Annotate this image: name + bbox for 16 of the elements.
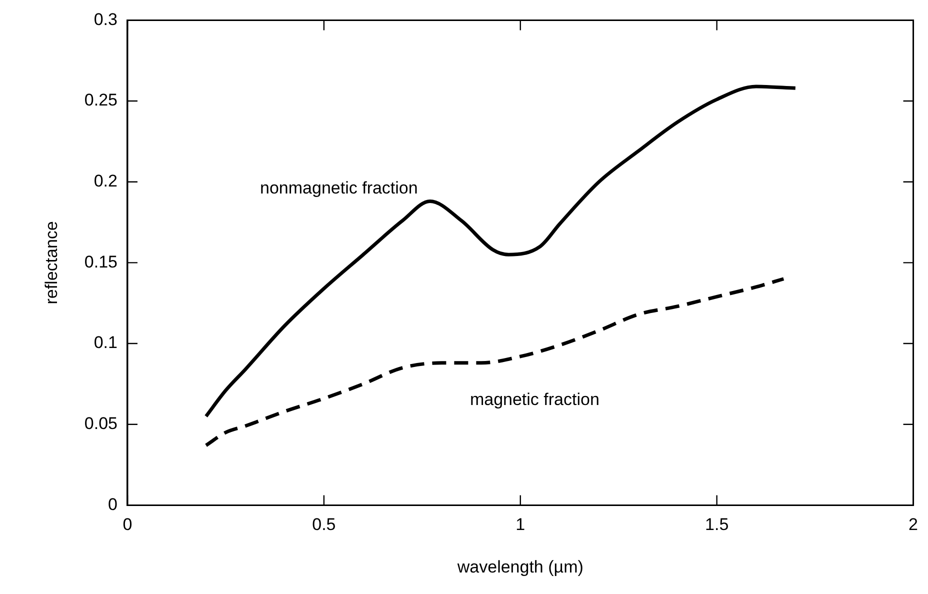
y-axis-title: reflectance <box>42 221 61 304</box>
y-tick-label: 0.05 <box>84 414 118 434</box>
x-tick-label: 2 <box>908 515 918 534</box>
x-tick-label: 0.5 <box>312 515 336 534</box>
x-tick-label: 1.5 <box>705 515 729 534</box>
x-tick-label: 0 <box>122 515 132 534</box>
y-tick-label: 0.2 <box>94 172 118 191</box>
series-label: nonmagnetic fraction <box>260 178 418 198</box>
x-tick-label: 1 <box>516 515 526 534</box>
y-tick-label: 0.25 <box>84 90 118 110</box>
y-tick-label: 0 <box>108 494 118 514</box>
y-tick-label: 0.15 <box>84 252 118 272</box>
y-tick-label: 0.1 <box>94 333 118 352</box>
x-axis-title: wavelength (µm) <box>456 557 584 576</box>
y-tick-label: 0.3 <box>94 10 118 29</box>
series-label: magnetic fraction <box>470 390 600 409</box>
